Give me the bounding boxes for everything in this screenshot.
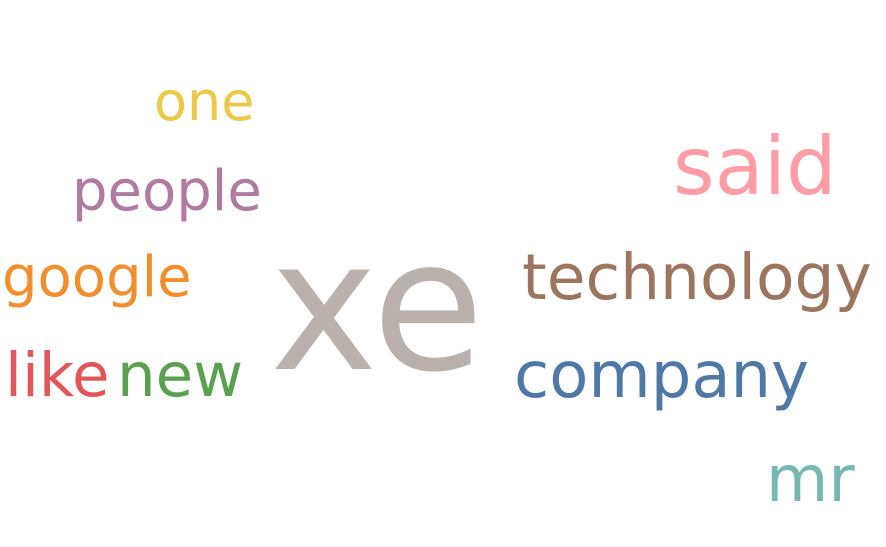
word-company: company (514, 339, 809, 413)
word-said: said (673, 120, 837, 213)
word-google: google (2, 245, 192, 310)
word-one: one (154, 70, 255, 133)
word-new: new (117, 340, 244, 411)
word-mr: mr (766, 443, 855, 517)
word-people: people (72, 159, 262, 224)
word-like: like (5, 340, 110, 411)
word-xe: xe (270, 200, 485, 412)
word-technology: technology (522, 241, 872, 314)
